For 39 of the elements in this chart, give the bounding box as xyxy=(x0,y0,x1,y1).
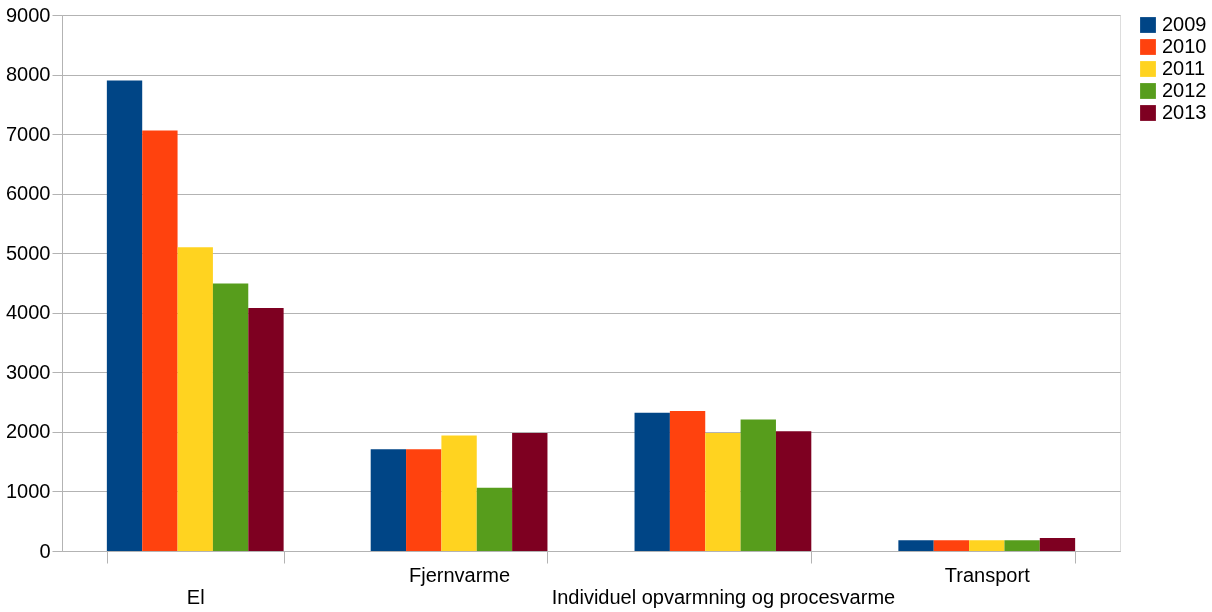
y-tick-label: 5000 xyxy=(6,241,51,264)
bar xyxy=(933,540,970,551)
bar xyxy=(705,433,741,551)
bar xyxy=(740,419,776,551)
y-tick-label: 9000 xyxy=(6,3,51,26)
bar xyxy=(370,449,407,551)
x-tick-label: El xyxy=(186,585,205,608)
bar xyxy=(177,247,213,551)
y-tick-label: 7000 xyxy=(6,122,51,145)
bar xyxy=(775,431,812,551)
legend-label: 2012 xyxy=(1162,79,1207,101)
bar xyxy=(634,412,670,551)
y-tick-label: 0 xyxy=(39,539,51,562)
legend-label: 2013 xyxy=(1162,101,1207,123)
y-tick-label: 3000 xyxy=(6,360,51,383)
bar xyxy=(512,433,548,551)
bar xyxy=(248,308,284,551)
bar xyxy=(406,449,442,551)
bar xyxy=(1039,537,1076,551)
x-tick-label: Individuel opvarmning og procesvarme xyxy=(551,585,896,608)
bar xyxy=(106,80,143,551)
legend-label: 2010 xyxy=(1162,35,1207,57)
bar xyxy=(669,411,706,551)
y-tick-label: 4000 xyxy=(6,301,51,324)
y-tick-label: 6000 xyxy=(6,182,51,205)
legend-label: 2009 xyxy=(1162,13,1207,35)
x-tick-label: Fjernvarme xyxy=(409,563,511,586)
legend-label: 2011 xyxy=(1162,57,1206,79)
y-tick-label: 2000 xyxy=(6,420,51,443)
bar xyxy=(441,435,477,551)
y-tick-label: 1000 xyxy=(6,479,51,502)
x-tick-label: Transport xyxy=(944,563,1031,586)
bar xyxy=(476,487,513,551)
bar xyxy=(212,283,249,551)
bar xyxy=(142,130,178,551)
bar xyxy=(969,540,1005,551)
bar xyxy=(1004,540,1040,551)
y-tick-label: 8000 xyxy=(6,63,51,86)
bar xyxy=(898,540,934,551)
